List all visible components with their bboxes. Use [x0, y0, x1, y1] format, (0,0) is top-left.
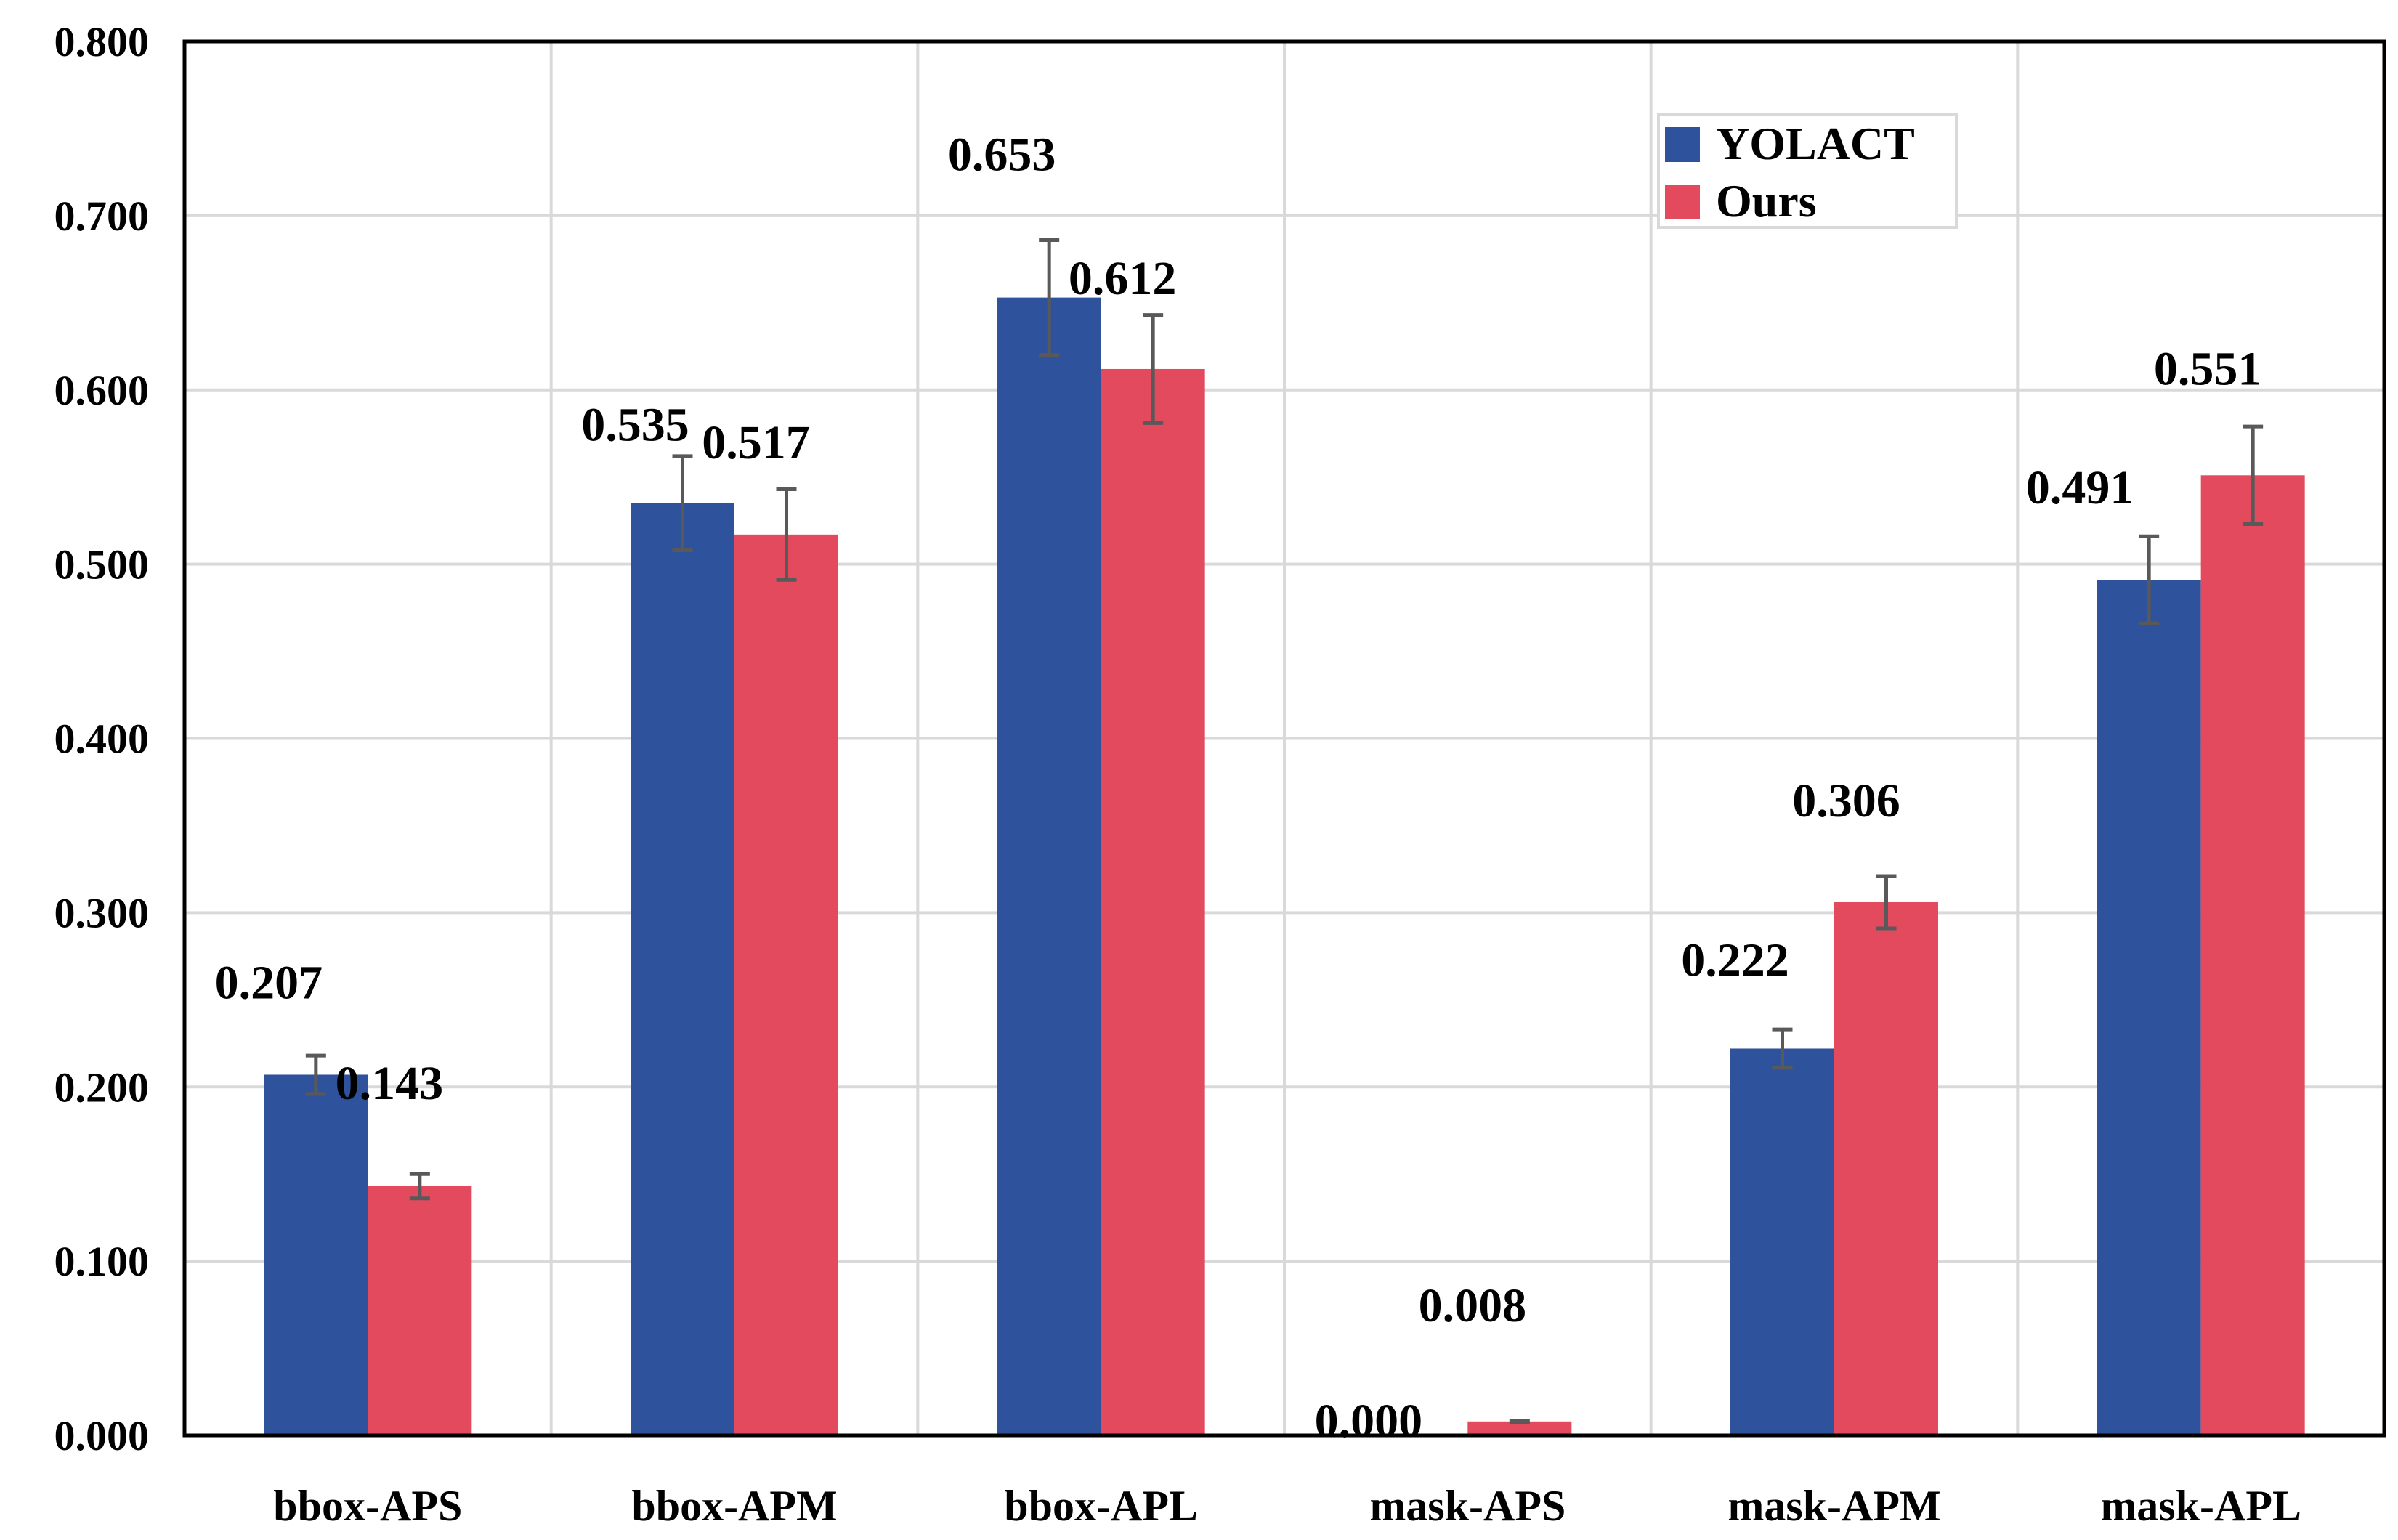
legend-box	[1657, 113, 1958, 229]
bar-ours-bbox-aps	[368, 1186, 472, 1435]
error-bar-ours-mask-aps	[1509, 1419, 1530, 1424]
legend-swatch-ours	[1665, 185, 1700, 219]
bar-ours-bbox-apl	[1101, 368, 1205, 1436]
data-label-ours-mask-apm: 0.306	[1792, 774, 1900, 827]
error-bar-yolact-bbox-aps	[305, 1053, 326, 1096]
y-tick-label: 0.500	[54, 541, 150, 588]
y-tick-label: 0.000	[54, 1412, 150, 1459]
error-bar-ours-mask-apm	[1876, 874, 1897, 931]
bar-ours-bbox-apm	[734, 534, 838, 1436]
data-label-yolact-mask-aps: 0.000	[1315, 1395, 1423, 1448]
x-category-label: mask-APL	[2100, 1482, 2301, 1530]
bar-ours-mask-apl	[2200, 475, 2305, 1435]
bar-yolact-bbox-aps	[264, 1074, 368, 1435]
data-label-ours-mask-aps: 0.008	[1419, 1279, 1527, 1332]
error-bar-ours-bbox-apm	[776, 487, 797, 582]
legend-label-ours: Ours	[1716, 175, 1817, 227]
data-label-yolact-bbox-aps: 0.207	[215, 956, 323, 1009]
error-bar-ours-mask-apl	[2243, 424, 2264, 526]
x-category-label: mask-APS	[1369, 1482, 1565, 1530]
data-label-yolact-mask-apl: 0.491	[2026, 461, 2134, 514]
bar-yolact-bbox-apl	[997, 297, 1101, 1436]
y-tick-label: 0.100	[54, 1238, 150, 1285]
data-label-ours-mask-apl: 0.551	[2154, 342, 2262, 395]
bars	[264, 297, 2305, 1436]
x-category-label: bbox-APL	[1004, 1482, 1198, 1530]
y-tick-label: 0.200	[54, 1063, 150, 1111]
error-bar-yolact-mask-apm	[1772, 1027, 1793, 1070]
y-tick-label: 0.800	[54, 18, 150, 65]
error-bar-yolact-bbox-apl	[1039, 238, 1060, 357]
data-label-yolact-mask-apm: 0.222	[1681, 933, 1789, 986]
error-bars	[305, 238, 2264, 1424]
data-label-ours-bbox-apl: 0.612	[1069, 252, 1177, 305]
plot-area-frame	[182, 39, 2386, 1438]
error-bar-yolact-bbox-apm	[672, 454, 693, 552]
x-category-label: bbox-APS	[273, 1482, 462, 1530]
x-category-label: mask-APM	[1727, 1482, 1940, 1530]
y-tick-label: 0.300	[54, 889, 150, 936]
legend-swatch-yolact	[1665, 127, 1700, 162]
data-label-ours-bbox-aps: 0.143	[336, 1057, 444, 1110]
y-axis-ticks: 0.000 0.100 0.200 0.300 0.400 0.500 0.600 0.700…	[54, 18, 150, 1459]
error-bar-ours-bbox-aps	[409, 1172, 430, 1201]
error-bar-ours-bbox-apl	[1143, 313, 1164, 425]
data-label-ours-bbox-apm: 0.517	[702, 416, 810, 469]
y-tick-label: 0.600	[54, 367, 150, 414]
bar-ours-mask-apm	[1834, 901, 1938, 1435]
bar-yolact-mask-apl	[2097, 580, 2201, 1435]
x-category-label: bbox-APM	[631, 1482, 837, 1530]
error-bar-yolact-mask-apl	[2139, 534, 2160, 625]
x-axis-categories: bbox-APS bbox-APM bbox-APL mask-APS mask-APM…	[273, 1482, 2301, 1530]
legend-label-yolact: YOLACT	[1716, 118, 1915, 169]
y-tick-label: 0.700	[54, 192, 150, 240]
bar-yolact-bbox-apm	[631, 503, 734, 1436]
y-tick-label: 0.400	[54, 716, 150, 763]
bar-yolact-mask-apm	[1730, 1048, 1834, 1435]
data-label-yolact-bbox-apl: 0.653	[948, 129, 1056, 182]
bar-ours-mask-aps	[1467, 1421, 1572, 1435]
legend: YOLACT Ours	[1657, 113, 1958, 229]
data-label-yolact-bbox-apm: 0.535	[581, 399, 689, 452]
